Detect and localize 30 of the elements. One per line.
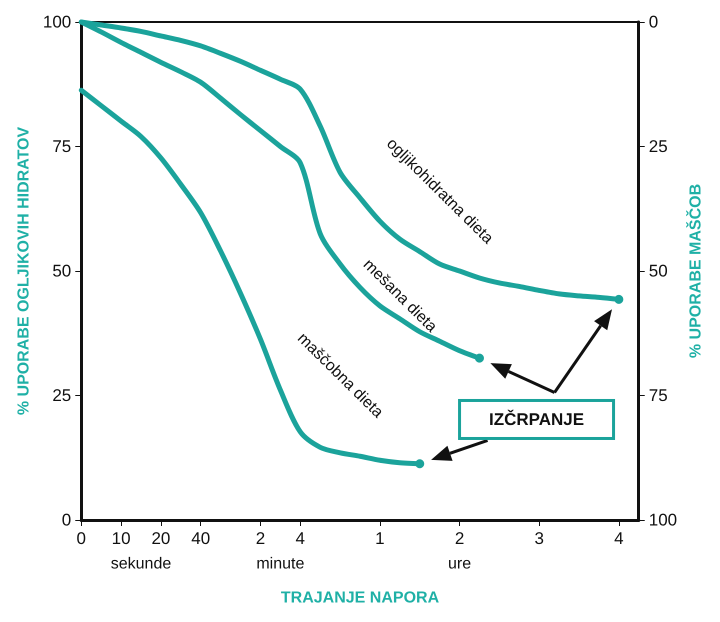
x-tick-label: 2 [454,529,464,548]
y2-axis-title: % UPORABE MAŠČOB [686,184,704,358]
y-axis-title: % UPORABE OGLJIKOVIH HIDRATOV [16,126,32,416]
y2-tick-label: 75 [648,386,668,405]
x-tick-label: 4 [296,529,306,548]
y2-tick-label: 100 [648,510,678,530]
y-tick-label: 0 [62,510,72,530]
y-tick-label: 100 [42,12,72,32]
text: sekunde [110,556,172,572]
y-tick-label: 50 [52,262,72,280]
point [614,294,624,304]
y2-tick-label: 50 [648,262,668,280]
x-tick-label: 0 [76,529,86,548]
y-tick-label: 25 [52,386,72,405]
y2-tick-label: 25 [648,137,668,156]
y-tick-label: 75 [52,137,72,156]
annotation: IZČRPANJE [489,408,584,429]
point [415,459,424,468]
x-tick-label: 1 [375,529,385,548]
x-tick-label: 4 [614,529,624,548]
point [474,354,484,363]
text: minute [256,556,304,572]
y2-tick-label: 0 [648,12,658,32]
x-tick-label: 20 [151,529,170,548]
x-tick-label: 3 [534,529,544,548]
x-tick-label: 2 [256,529,266,548]
text: ure [448,556,472,572]
x-tick-label: 40 [191,529,210,548]
x-tick-label: 10 [112,529,131,548]
x-axis-title: TRAJANJE NAPORA [280,590,440,606]
